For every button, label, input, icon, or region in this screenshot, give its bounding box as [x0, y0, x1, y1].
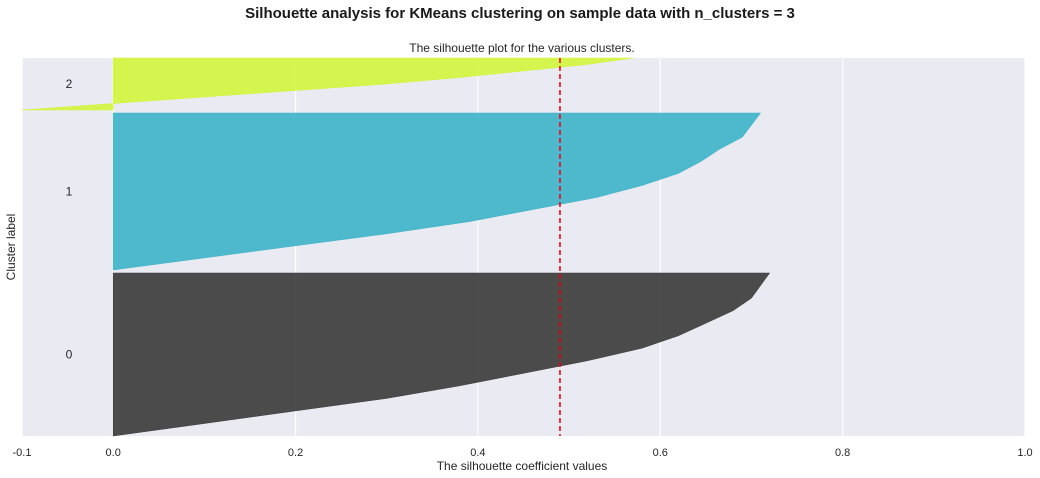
silhouette-band-cluster-1: [112, 112, 762, 271]
x-tick-label: 0.0: [106, 447, 121, 459]
x-axis-label: The silhouette coefficient values: [437, 459, 608, 473]
x-tick-label: -0.1: [13, 447, 32, 459]
x-tick-label: 0.6: [653, 447, 668, 459]
y-axis-label: Cluster label: [4, 214, 18, 281]
x-tick-label: 0.8: [835, 447, 850, 459]
silhouette-band-cluster-0: [112, 272, 771, 437]
x-tick-label: 1.0: [1017, 447, 1032, 459]
silhouette-bands: [21, 57, 771, 437]
x-tick-labels: -0.1 0.0 0.2 0.4 0.6 0.8 1.0: [13, 447, 1033, 459]
cluster-label-2: 2: [66, 77, 73, 91]
cluster-label-0: 0: [66, 348, 73, 362]
figure-title: Silhouette analysis for KMeans clusterin…: [245, 5, 795, 22]
silhouette-band-cluster-2: [21, 57, 633, 111]
cluster-label-1: 1: [66, 185, 73, 199]
plot-title: The silhouette plot for the various clus…: [409, 41, 634, 55]
x-tick-label: 0.2: [288, 447, 303, 459]
x-tick-label: 0.4: [470, 447, 485, 459]
cluster-labels: 0 1 2: [66, 77, 73, 362]
